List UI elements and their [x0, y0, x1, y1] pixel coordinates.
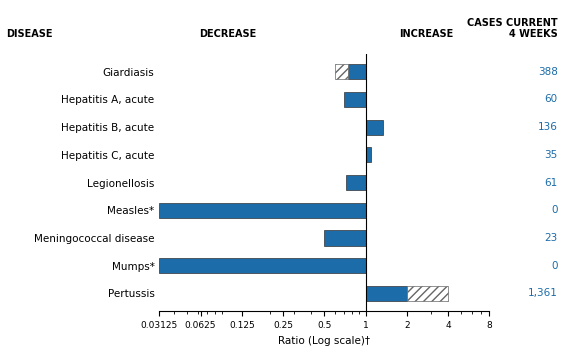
Text: 60: 60: [545, 95, 558, 105]
Bar: [159, 203, 365, 218]
Text: 35: 35: [545, 150, 558, 160]
Bar: [324, 231, 365, 246]
Text: 1,361: 1,361: [527, 289, 558, 299]
Text: CASES CURRENT
4 WEEKS: CASES CURRENT 4 WEEKS: [467, 18, 558, 39]
Bar: [159, 258, 365, 274]
Bar: [346, 175, 365, 190]
Bar: [365, 147, 371, 163]
Text: INCREASE: INCREASE: [399, 29, 454, 39]
Bar: [348, 64, 365, 79]
Bar: [344, 92, 365, 107]
Text: 0: 0: [551, 205, 558, 215]
Text: 0: 0: [551, 261, 558, 271]
Text: DISEASE: DISEASE: [6, 29, 52, 39]
Text: 388: 388: [538, 67, 558, 77]
Text: 136: 136: [538, 122, 558, 132]
Bar: [407, 286, 448, 301]
Bar: [335, 64, 348, 79]
Bar: [365, 120, 384, 135]
Text: 61: 61: [545, 178, 558, 188]
Text: 23: 23: [545, 233, 558, 243]
X-axis label: Ratio (Log scale)†: Ratio (Log scale)†: [278, 336, 370, 346]
Text: DECREASE: DECREASE: [199, 29, 256, 39]
Bar: [365, 286, 407, 301]
